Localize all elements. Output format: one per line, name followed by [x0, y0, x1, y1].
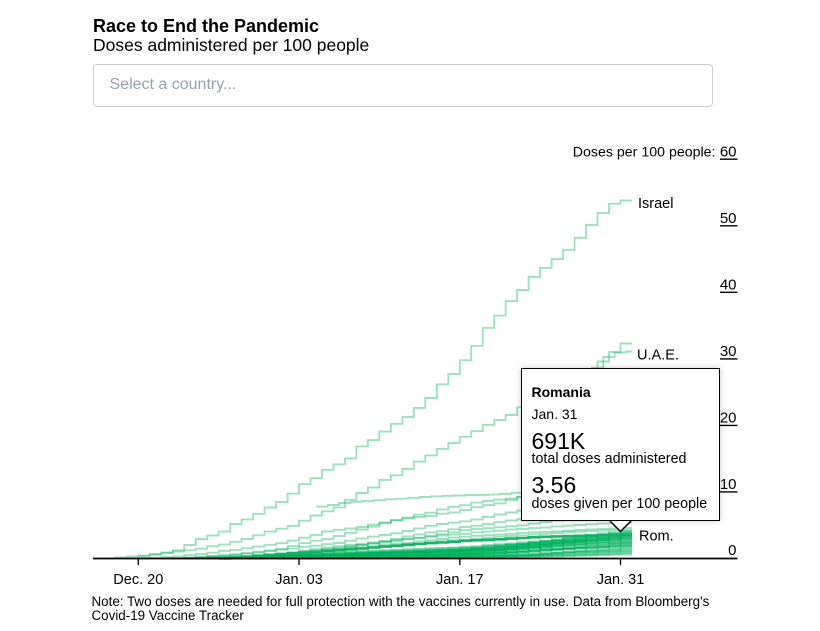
- svg-text:40: 40: [720, 277, 737, 294]
- svg-text:20: 20: [720, 410, 737, 427]
- svg-text:Jan. 31: Jan. 31: [597, 572, 645, 588]
- svg-text:10: 10: [720, 476, 737, 493]
- svg-text:Rom.: Rom.: [639, 529, 674, 545]
- svg-text:0: 0: [728, 542, 736, 559]
- svg-text:Israel: Israel: [638, 196, 673, 212]
- svg-text:Jan. 03: Jan. 03: [275, 572, 323, 588]
- svg-text:Doses per 100 people:: Doses per 100 people:: [573, 144, 716, 160]
- svg-text:Jan. 17: Jan. 17: [436, 572, 484, 588]
- svg-text:Dec. 20: Dec. 20: [113, 572, 163, 588]
- svg-text:30: 30: [720, 343, 737, 360]
- svg-text:U.A.E.: U.A.E.: [637, 347, 679, 363]
- svg-text:60: 60: [720, 143, 737, 160]
- svg-text:50: 50: [720, 210, 737, 227]
